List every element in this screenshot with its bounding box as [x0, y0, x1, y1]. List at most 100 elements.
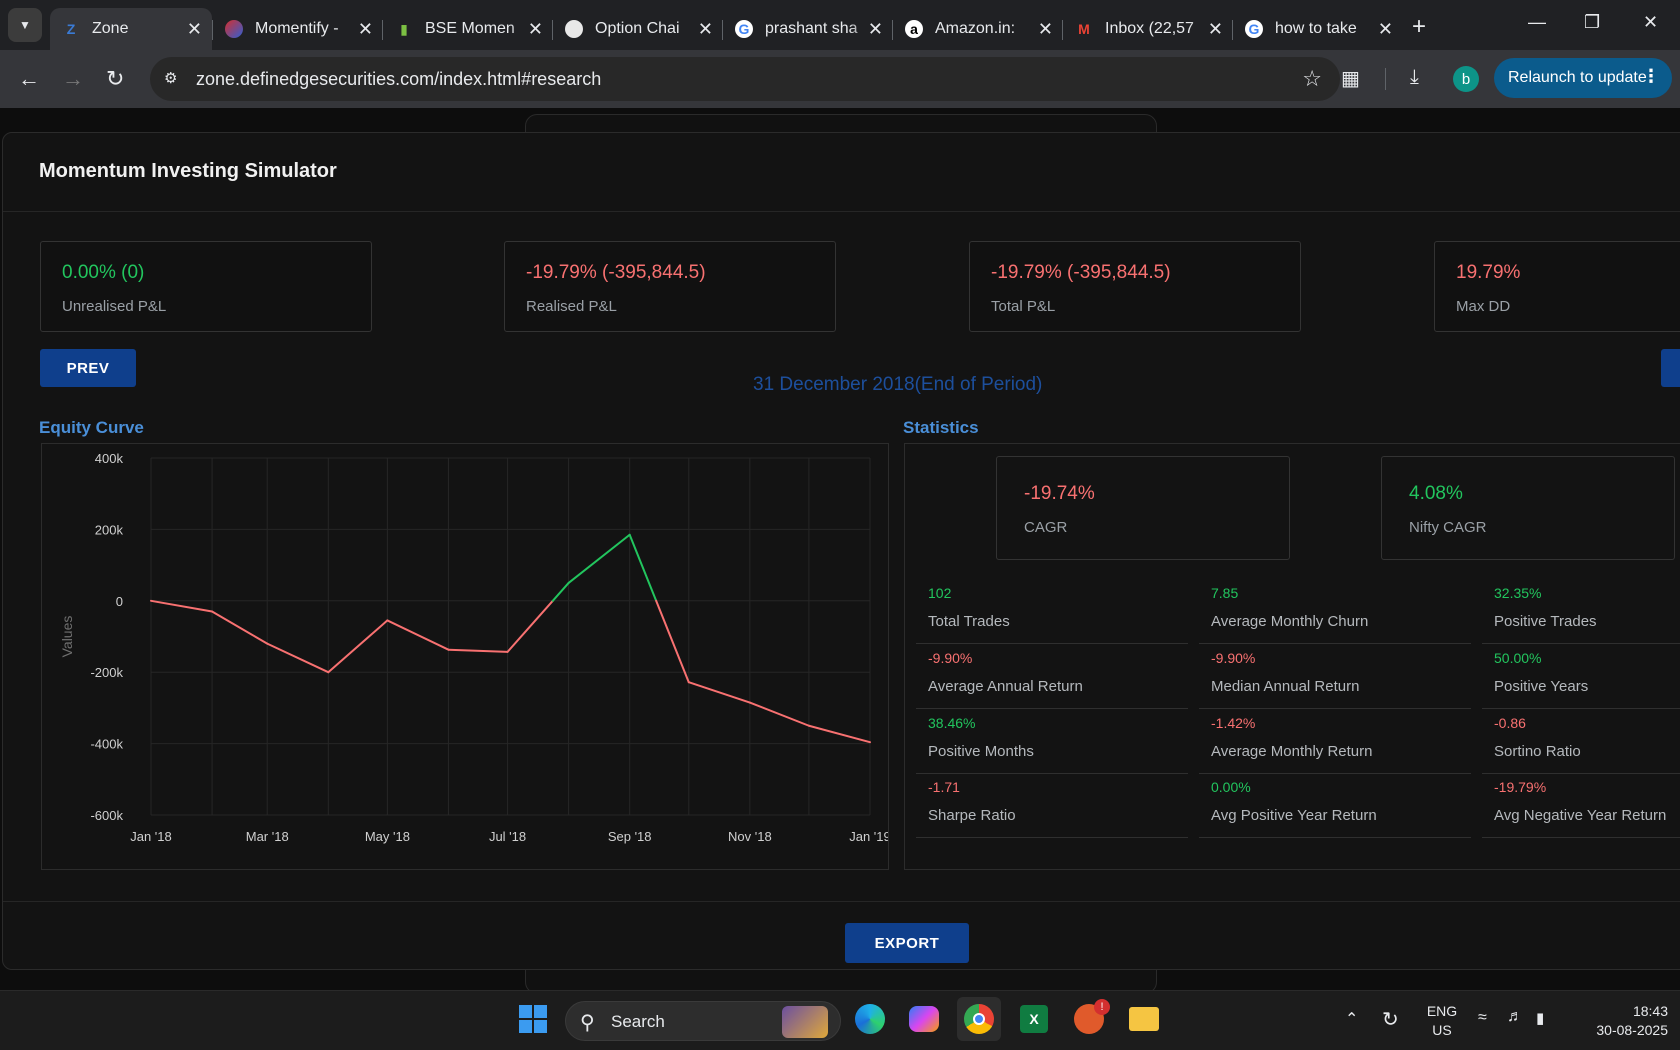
- extensions-icon[interactable]: ▦: [1341, 68, 1360, 90]
- start-button[interactable]: [511, 997, 555, 1041]
- tab-title: Momentify -: [255, 20, 339, 37]
- export-button[interactable]: EXPORT: [845, 923, 969, 963]
- minimize-button[interactable]: —: [1528, 12, 1546, 32]
- stat-item: 50.00% Positive Years: [1482, 645, 1680, 709]
- equity-chart: 400k 200k 0 -200k -400k -600k Jan '18 Mar '18 Ma…: [41, 443, 891, 870]
- new-tab-button[interactable]: +: [1412, 13, 1427, 40]
- cagr-value: 4.08%: [1409, 483, 1463, 504]
- wifi-icon[interactable]: ≈: [1478, 1009, 1487, 1026]
- tab-close-icon[interactable]: ✕: [357, 19, 373, 39]
- tab-close-icon[interactable]: ✕: [697, 19, 713, 39]
- tab-title: how to take: [1275, 20, 1357, 37]
- chevron-down-icon: ▼: [19, 18, 31, 32]
- stat-label: Average Monthly Return: [1211, 743, 1373, 760]
- menu-dots-icon[interactable]: ⋮: [1642, 66, 1660, 86]
- tab-separator: [1232, 20, 1233, 40]
- back-button[interactable]: ←: [18, 66, 40, 91]
- browser-tab[interactable]: Momentify - ✕: [213, 8, 383, 50]
- toolbar-divider: [1385, 68, 1386, 90]
- relaunch-button[interactable]: Relaunch to update ⋮: [1494, 58, 1672, 98]
- stat-value: -9.90%: [928, 650, 973, 666]
- pnl-value: 19.79%: [1456, 262, 1521, 283]
- tab-title: prashant sha: [765, 20, 858, 37]
- divider: [3, 211, 1680, 212]
- tab-close-icon[interactable]: ✕: [1037, 19, 1053, 39]
- tab-close-icon[interactable]: ✕: [186, 19, 202, 39]
- stat-item: -1.42% Average Monthly Return: [1199, 710, 1471, 774]
- tab-close-icon[interactable]: ✕: [1207, 19, 1223, 39]
- taskbar: ⚲ Search X ! ⌃ ↻ ENG US ≈ ♬ ▮: [0, 990, 1680, 1050]
- taskbar-search[interactable]: ⚲ Search: [565, 1001, 841, 1041]
- tab-separator: [212, 20, 213, 40]
- stat-label: Avg Negative Year Return: [1494, 807, 1667, 824]
- tab-close-icon[interactable]: ✕: [1377, 19, 1393, 39]
- bookmark-star-icon[interactable]: ☆: [1302, 66, 1322, 91]
- stat-label: Total Trades: [928, 613, 1010, 630]
- tab-search-button[interactable]: ▼: [8, 8, 42, 42]
- tab-title: Inbox (22,57: [1105, 20, 1194, 37]
- prev-button[interactable]: PREV: [40, 349, 136, 387]
- modal-title: Momentum Investing Simulator: [39, 160, 337, 182]
- browser-tab[interactable]: Option Chai ✕: [553, 8, 723, 50]
- chrome-app[interactable]: [957, 997, 1001, 1041]
- restore-button[interactable]: ❐: [1584, 12, 1601, 32]
- download-icon[interactable]: ⤓: [1410, 66, 1419, 88]
- cagr-label: CAGR: [1024, 519, 1068, 536]
- tab-title: Amazon.in:: [935, 20, 1016, 37]
- stat-value: 32.35%: [1494, 585, 1542, 601]
- tab-close-icon[interactable]: ✕: [527, 19, 543, 39]
- profile-avatar[interactable]: b: [1453, 66, 1479, 92]
- search-highlight-icon: [782, 1006, 828, 1038]
- tab-title: Option Chai: [595, 20, 680, 37]
- excel-app[interactable]: X: [1012, 997, 1056, 1041]
- site-info-icon[interactable]: ⚙: [164, 70, 178, 87]
- battery-icon[interactable]: ▮: [1536, 1010, 1545, 1027]
- windows-icon: [519, 1005, 547, 1033]
- language-indicator[interactable]: ENG US: [1424, 1003, 1460, 1038]
- stat-value: -19.79%: [1494, 779, 1547, 795]
- notification-app[interactable]: !: [1067, 997, 1111, 1041]
- equity-curve-title: Equity Curve: [39, 418, 144, 437]
- stat-item: -9.90% Average Annual Return: [916, 645, 1188, 709]
- clock[interactable]: 18:43 30-08-2025: [1572, 1003, 1668, 1038]
- tab-favicon-icon: ▮: [400, 20, 408, 37]
- reload-button[interactable]: ↻: [106, 66, 125, 91]
- clock-time: 18:43: [1632, 1003, 1668, 1019]
- equity-line-segment: [447, 648, 509, 653]
- chevron-up-icon[interactable]: ⌃: [1345, 1011, 1359, 1028]
- equity-line-segment: [506, 599, 554, 653]
- file-explorer-app[interactable]: [1122, 997, 1166, 1041]
- x-tick-label: Nov '18: [728, 829, 772, 844]
- x-tick-label: Sep '18: [608, 829, 652, 844]
- edge-app[interactable]: [848, 997, 892, 1041]
- copilot-app[interactable]: [902, 997, 946, 1041]
- pnl-label: Total P&L: [991, 298, 1056, 315]
- browser-tab[interactable]: ▮ BSE Momen ✕: [383, 8, 553, 50]
- pnl-card: -19.79% (-395,844.5) Realised P&L: [504, 241, 836, 332]
- stat-value: 102: [928, 585, 952, 601]
- url-text[interactable]: zone.definedgesecurities.com/index.html#…: [196, 69, 602, 89]
- browser-tab[interactable]: a Amazon.in: ✕: [893, 8, 1063, 50]
- tab-separator: [892, 20, 893, 40]
- pnl-value: 0.00% (0): [62, 262, 145, 283]
- stat-label: Average Monthly Churn: [1211, 613, 1369, 630]
- stat-item: 102 Total Trades: [916, 580, 1188, 644]
- volume-icon[interactable]: ♬: [1507, 1008, 1523, 1025]
- address-bar[interactable]: ⚙ zone.definedgesecurities.com/index.htm…: [150, 57, 1340, 101]
- tab-close-icon[interactable]: ✕: [867, 19, 883, 39]
- browser-tab[interactable]: Z Zone ✕: [50, 8, 212, 50]
- sync-icon[interactable]: ↻: [1382, 1009, 1399, 1031]
- stat-label: Positive Years: [1494, 678, 1589, 695]
- forward-button[interactable]: →: [62, 66, 84, 91]
- tab-favicon-icon: [565, 20, 583, 38]
- cagr-value: -19.74%: [1024, 483, 1095, 504]
- window-close-button[interactable]: ✕: [1643, 12, 1659, 32]
- search-icon: ⚲: [580, 1012, 595, 1034]
- browser-tab[interactable]: M Inbox (22,57 ✕: [1063, 8, 1233, 50]
- next-button[interactable]: [1661, 349, 1680, 387]
- equity-line-segment: [748, 701, 810, 727]
- pnl-card: 19.79% Max DD: [1434, 241, 1680, 332]
- clock-date: 30-08-2025: [1596, 1022, 1668, 1038]
